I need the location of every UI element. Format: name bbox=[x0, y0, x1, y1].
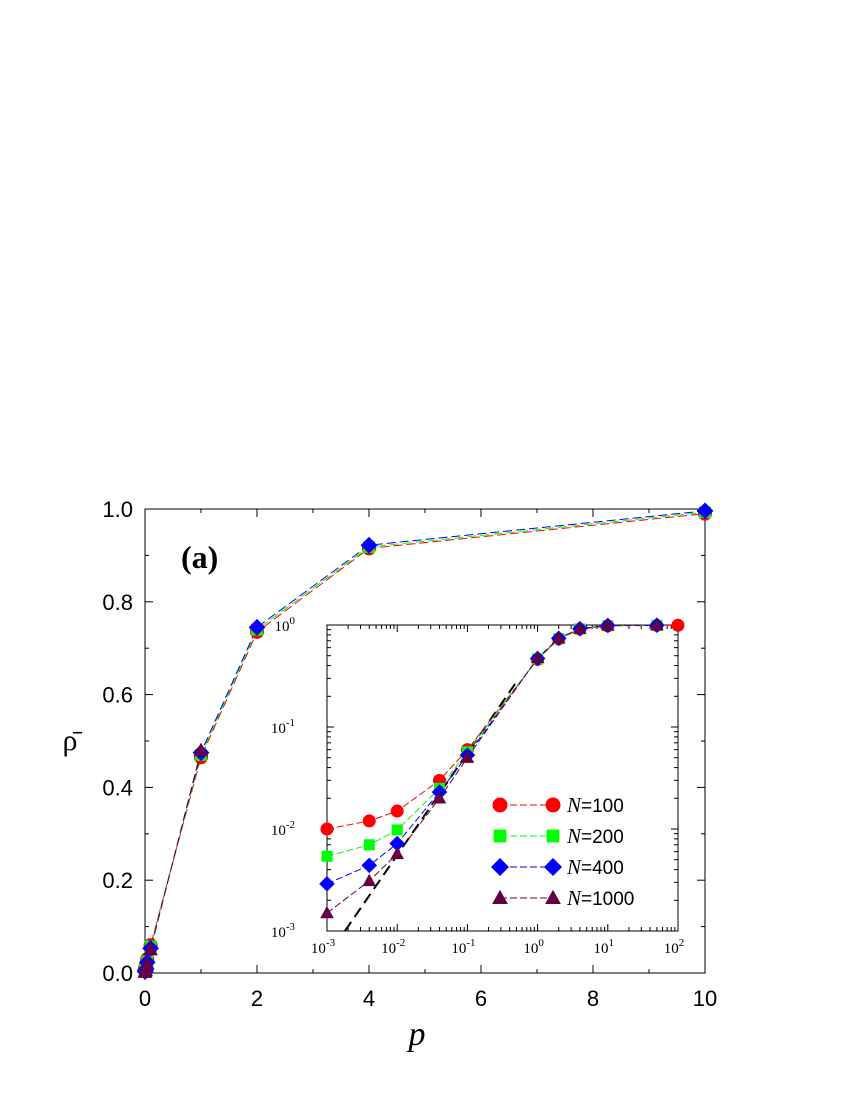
inset-data-point-n-100 bbox=[390, 804, 404, 818]
legend-marker bbox=[546, 829, 560, 843]
inset-data-point-n-1000 bbox=[573, 621, 587, 634]
x-tick-label: 6 bbox=[475, 986, 487, 1011]
inset-x-tick-label: 10-1 bbox=[451, 937, 475, 957]
inset-x-tick-label: 101 bbox=[594, 937, 615, 957]
inset-data-point-n-1000 bbox=[600, 618, 615, 631]
legend-item-n-200: N=200 bbox=[493, 824, 624, 848]
x-tick-label: 0 bbox=[139, 986, 151, 1011]
inset-y-tick-label: 10-3 bbox=[271, 921, 296, 941]
panel-label: (a) bbox=[181, 539, 218, 575]
inset-data-point-n-1000 bbox=[390, 846, 405, 860]
legend-label: N=400 bbox=[566, 855, 624, 879]
legend-marker bbox=[492, 797, 508, 813]
inset-x-tick-label: 10-2 bbox=[381, 937, 405, 957]
inset-data-point-n-100 bbox=[671, 618, 685, 632]
inset-data-point-n-200 bbox=[363, 839, 375, 851]
inset-series-line-n-1000 bbox=[326, 624, 657, 914]
legend-label: N=1000 bbox=[566, 886, 634, 910]
legend-marker bbox=[545, 797, 561, 813]
legend-label: N=100 bbox=[566, 793, 624, 817]
inset-x-tick-label: 10-3 bbox=[311, 937, 336, 957]
y-tick-label: 1.0 bbox=[102, 497, 133, 522]
data-point-n-1000 bbox=[143, 942, 158, 956]
legend-marker bbox=[545, 889, 561, 904]
inset-data-point-n-1000 bbox=[551, 631, 566, 644]
y-tick-label: 0.0 bbox=[102, 961, 133, 986]
inset-data-point-n-100 bbox=[320, 822, 334, 836]
y-tick-label: 0.6 bbox=[102, 683, 133, 708]
inset-y-tick-label: 10-2 bbox=[271, 819, 295, 839]
data-point-n-400 bbox=[696, 502, 714, 520]
main-plot: 0 2 4 6 8 10 0.0 0.2 0.4 0.6 0.8 1.0 bbox=[102, 497, 717, 1011]
legend-item-n-100: N=100 bbox=[492, 793, 624, 817]
inset-data-point-n-1000 bbox=[362, 873, 377, 887]
y-tick-label: 0.8 bbox=[102, 590, 133, 615]
inset-data-point-n-1000 bbox=[460, 750, 475, 763]
inset-data-point-n-1000 bbox=[650, 618, 664, 631]
inset-y-tick-label: 10-1 bbox=[271, 717, 295, 737]
inset-frame bbox=[326, 624, 679, 932]
y-tick-label: 0.2 bbox=[102, 868, 133, 893]
legend-marker bbox=[492, 889, 508, 904]
inset-y-tick-label: 100 bbox=[275, 615, 296, 635]
x-tick-label: 4 bbox=[363, 986, 375, 1011]
x-tick-label: 2 bbox=[251, 986, 263, 1011]
y-axis-label: ρ̄ bbox=[63, 724, 83, 757]
legend-marker bbox=[491, 858, 509, 876]
inset-x-tick-label: 102 bbox=[664, 937, 685, 957]
legend-label: N=200 bbox=[566, 824, 624, 848]
x-tick-label: 10 bbox=[693, 986, 717, 1011]
inset-data-point-n-400 bbox=[361, 857, 378, 874]
inset-plot: 10-3 10-2 10-1 100 101 102 10-3 10-2 10-1 100 N=10… bbox=[271, 615, 685, 957]
data-point-n-1000 bbox=[139, 956, 155, 970]
inset-data-point-n-1000 bbox=[432, 791, 447, 804]
inset-data-point-n-1000 bbox=[530, 650, 545, 664]
inset-data-point-n-200 bbox=[391, 824, 403, 836]
legend: N=100 N=200 N=400 N=1000 bbox=[491, 793, 634, 910]
inset-series-line-n-400 bbox=[326, 624, 657, 885]
data-point-n-1000 bbox=[193, 742, 209, 756]
inset-data-point-n-400 bbox=[389, 835, 405, 852]
inset-data-point-n-1000 bbox=[320, 905, 334, 919]
x-tick-label: 8 bbox=[587, 986, 599, 1011]
inset-x-tick-label: 100 bbox=[523, 937, 544, 957]
data-point-n-400 bbox=[248, 618, 266, 636]
legend-item-n-400: N=400 bbox=[491, 855, 624, 879]
y-tick-label: 0.4 bbox=[102, 775, 133, 800]
inset-data-point-n-100 bbox=[362, 814, 376, 828]
inset-data-point-n-200 bbox=[321, 850, 333, 862]
legend-item-n-1000: N=1000 bbox=[492, 886, 634, 910]
legend-marker bbox=[493, 829, 507, 843]
legend-marker bbox=[544, 858, 562, 876]
data-point-n-400 bbox=[360, 536, 378, 554]
inset-data-point-n-400 bbox=[319, 876, 335, 892]
x-axis-label: p bbox=[407, 1016, 426, 1053]
